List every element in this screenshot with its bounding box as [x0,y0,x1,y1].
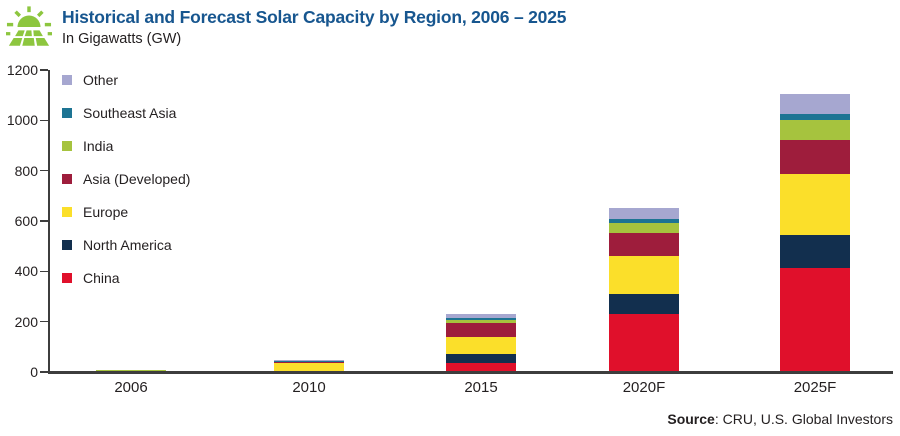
y-tick [40,69,48,71]
segment-india [780,119,850,140]
segment-asia-developed [274,361,344,363]
solar-sun-panel-icon [6,6,52,46]
y-tick [40,320,48,323]
segment-europe [609,255,679,294]
legend-swatch [62,75,72,85]
y-tick [40,371,48,373]
chart-legend: Other Southeast Asia India Asia (Developed)… [62,72,191,286]
legend-swatch [62,174,72,184]
segment-southeast-asia [446,318,516,321]
x-label-2010: 2010 [292,379,326,396]
x-label-2020f: 2020F [622,379,666,396]
y-axis-line [48,70,50,372]
y-tick [40,220,48,222]
source-note: Source: CRU, U.S. Global Investors [667,411,893,427]
segment-southeast-asia [609,219,679,224]
legend-label: Asia (Developed) [83,171,191,187]
source-label: Source [667,411,715,427]
legend-label: Europe [83,204,129,220]
y-tick-label: 0 [30,364,38,380]
segment-asia-developed [96,370,166,372]
legend-swatch [62,273,72,283]
segment-europe [274,362,344,372]
legend-label: Southeast Asia [83,105,177,121]
segment-asia-developed [446,322,516,338]
segment-europe [780,174,850,235]
y-tick-label: 400 [14,263,38,280]
legend-item-other: Other [62,72,190,88]
segment-china [609,314,679,372]
y-tick-label: 200 [14,313,38,330]
plot-area: 0 200 400 600 800 1000 1200 Other Southeast Asi… [7,63,893,379]
legend-swatch [62,207,72,217]
segment-north-america [446,353,516,364]
y-tick [40,270,48,273]
segment-southeast-asia [780,113,850,120]
x-label-2015: 2015 [464,379,498,396]
y-tick-label: 1200 [6,62,38,78]
segment-asia-developed [609,232,679,256]
x-label-2025f: 2025F [793,379,837,396]
y-tick-label: 600 [14,213,38,229]
legend-label: Other [83,72,119,88]
legend-item-china: China [62,270,190,286]
bar-2015 [446,314,516,372]
segment-other [274,360,344,362]
bar-2025f [780,93,850,372]
segment-asia-developed [780,139,850,175]
x-label-2006: 2006 [114,379,148,396]
x-axis-line [48,371,893,374]
legend-label: North America [83,237,172,253]
y-tick [40,119,48,122]
segment-north-america [609,294,679,315]
legend-item-southeast-asia: Southeast Asia [62,105,190,121]
legend-swatch [62,108,72,118]
segment-north-america [780,234,850,269]
segment-other [609,207,679,220]
segment-europe [446,337,516,354]
legend-item-europe: Europe [62,204,190,220]
legend-swatch [62,141,72,151]
segment-china [446,363,516,372]
legend-label: India [83,138,114,154]
segment-other [446,314,516,319]
y-tick-label: 1000 [6,112,38,129]
source-text: : CRU, U.S. Global Investors [714,411,893,427]
y-tick-label: 800 [14,162,38,179]
segment-other [780,93,850,114]
segment-china [780,268,850,372]
legend-label: China [83,270,120,286]
chart-subtitle: In Gigawatts (GW) [62,31,182,47]
legend-item-asia-developed: Asia (Developed) [62,171,191,187]
bar-2020f [609,207,679,372]
chart-title: Historical and Forecast Solar Capacity b… [62,7,567,27]
segment-india [609,223,679,233]
legend-item-north-america: North America [62,237,190,253]
y-tick [40,169,48,172]
legend-swatch [62,240,72,250]
legend-item-india: India [62,138,190,154]
segment-india [446,320,516,323]
